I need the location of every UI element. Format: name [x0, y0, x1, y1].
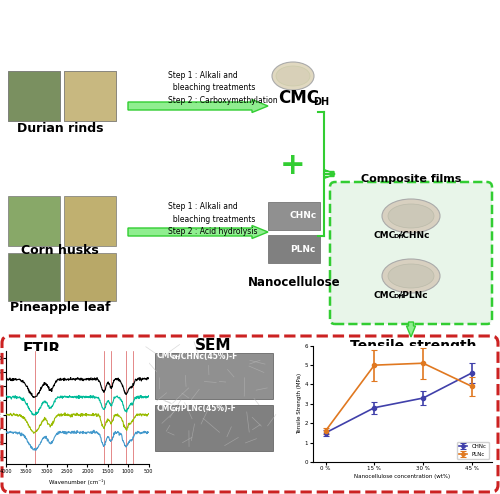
Text: Step 1 : Alkali and
  bleaching treatments
Step 2 : Acid hydrolysis: Step 1 : Alkali and bleaching treatments…	[168, 202, 258, 236]
Text: /PLNc: /PLNc	[399, 290, 428, 299]
Text: CHNc: CHNc	[290, 211, 318, 220]
Bar	[64, 71, 116, 121]
Text: DH: DH	[172, 355, 181, 360]
Bar	[64, 196, 116, 246]
Y-axis label: Tensile Strength (MPa): Tensile Strength (MPa)	[297, 373, 302, 434]
Text: /CHNc(45%)-F: /CHNc(45%)-F	[178, 352, 238, 361]
Text: DH: DH	[393, 235, 404, 240]
Text: CMC: CMC	[157, 352, 176, 361]
Text: PLNc: PLNc	[290, 245, 316, 253]
Ellipse shape	[382, 199, 440, 233]
X-axis label: Nanocellulose concentration (wt%): Nanocellulose concentration (wt%)	[354, 474, 450, 479]
X-axis label: Wavenumber (cm⁻¹): Wavenumber (cm⁻¹)	[49, 479, 106, 485]
Bar	[8, 71, 60, 121]
Bar	[155, 405, 273, 451]
FancyBboxPatch shape	[330, 182, 492, 324]
Text: DH: DH	[313, 97, 329, 107]
Text: DH: DH	[393, 294, 404, 299]
Bar	[64, 253, 116, 301]
Text: Durian rinds: Durian rinds	[17, 122, 104, 134]
Text: Composite films: Composite films	[361, 174, 461, 184]
Text: CMC: CMC	[278, 89, 319, 107]
Text: Pineapple leaf: Pineapple leaf	[10, 300, 110, 314]
Text: DH: DH	[172, 407, 181, 412]
Ellipse shape	[388, 204, 434, 228]
Bar	[155, 353, 273, 399]
Text: /PLNc(45%)-F: /PLNc(45%)-F	[178, 404, 236, 412]
Text: SEM: SEM	[195, 338, 231, 354]
FancyArrow shape	[128, 225, 268, 239]
FancyArrow shape	[406, 322, 416, 337]
Bar	[8, 196, 60, 246]
Bar	[8, 253, 60, 301]
Text: FTIR: FTIR	[23, 341, 61, 357]
Text: Corn husks: Corn husks	[21, 245, 99, 257]
Text: /CHNc: /CHNc	[399, 231, 430, 240]
FancyArrow shape	[128, 99, 268, 113]
Text: +: +	[280, 152, 306, 180]
FancyArrow shape	[324, 169, 335, 178]
Bar	[8, 71, 60, 121]
Text: CMC: CMC	[157, 404, 176, 412]
Ellipse shape	[382, 259, 440, 293]
Text: CMC: CMC	[374, 231, 396, 240]
FancyBboxPatch shape	[2, 336, 498, 492]
Text: Nanocellulose: Nanocellulose	[248, 276, 340, 288]
Text: CMC: CMC	[374, 290, 396, 299]
Ellipse shape	[272, 62, 314, 90]
Bar	[268, 202, 320, 230]
Ellipse shape	[276, 66, 310, 86]
Bar	[268, 235, 320, 263]
Text: Step 1 : Alkali and
  bleaching treatments
Step 2 : Carboxymethylation: Step 1 : Alkali and bleaching treatments…	[168, 71, 278, 105]
Ellipse shape	[388, 264, 434, 288]
Bar	[64, 71, 116, 121]
Text: Tensile strength: Tensile strength	[350, 339, 476, 353]
Legend: CHNc, PLNc: CHNc, PLNc	[456, 442, 488, 459]
